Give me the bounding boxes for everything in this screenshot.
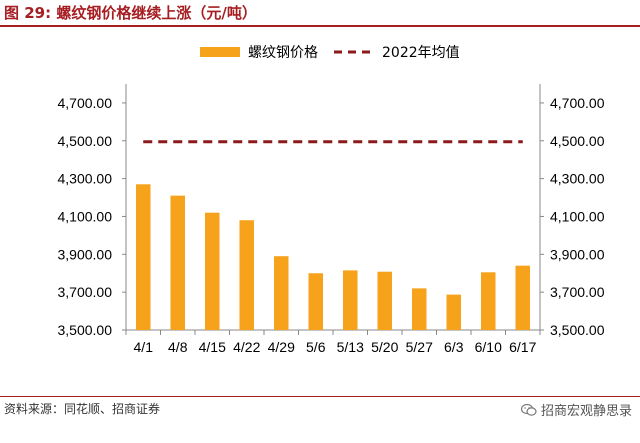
price-bar-5-27 [412, 288, 427, 330]
price-bar-6-17 [515, 265, 530, 330]
price-bar-5-13 [343, 270, 358, 330]
y-tick-label-right: 4,100.00 [550, 208, 605, 224]
title-divider [0, 25, 640, 27]
legend-label-bar: 螺纹钢价格 [248, 45, 318, 61]
x-tick-label: 5/13 [337, 339, 364, 355]
source-note: 资料来源：同花顺、招商证券 [4, 402, 161, 416]
x-tick-label: 4/15 [199, 339, 226, 355]
price-bar-6-3 [446, 294, 461, 330]
price-bar-4-8 [170, 195, 185, 330]
watermark-text: 招商宏观静思录 [540, 404, 632, 419]
y-tick-label-left: 3,700.00 [58, 284, 113, 300]
y-tick-label-left: 4,300.00 [58, 171, 113, 187]
x-tick-label: 6/3 [444, 339, 464, 355]
x-tick-label: 4/1 [134, 339, 154, 355]
y-tick-label-left: 4,100.00 [58, 208, 113, 224]
x-tick-label: 4/22 [233, 339, 260, 355]
figure-title-text: 螺纹钢价格继续上涨（元/吨） [56, 4, 257, 22]
price-bar-5-6 [308, 273, 323, 330]
legend-label-line: 2022年均值 [382, 45, 460, 61]
x-tick-label: 5/6 [306, 339, 326, 355]
x-tick-label: 6/10 [475, 339, 502, 355]
price-bar-4-29 [274, 256, 289, 330]
wechat-icon [520, 403, 537, 417]
y-tick-label-right: 3,500.00 [550, 322, 605, 338]
figure-title: 图 29: 螺纹钢价格继续上涨（元/吨） [4, 2, 257, 23]
x-tick-label: 4/8 [168, 339, 188, 355]
steel-price-chart: 3,500.00 3,500.00 3,700.00 3,700.00 3,900.00… [58, 45, 605, 355]
y-tick-label-right: 4,700.00 [550, 95, 605, 111]
y-tick-label-left: 3,500.00 [58, 322, 113, 338]
price-bar-4-1 [136, 184, 151, 330]
x-tick-label: 5/27 [406, 339, 433, 355]
figure-label: 图 29: [4, 4, 52, 22]
y-tick-label-right: 3,700.00 [550, 284, 605, 300]
price-bar-4-15 [205, 212, 220, 330]
x-tick-label: 5/20 [371, 339, 398, 355]
footer-divider [0, 396, 640, 397]
price-bar-4-22 [239, 220, 254, 330]
legend-swatch-bar [200, 47, 240, 57]
y-tick-label-left: 3,900.00 [58, 246, 113, 262]
y-tick-label-right: 4,300.00 [550, 171, 605, 187]
y-tick-label-right: 3,900.00 [550, 246, 605, 262]
x-tick-label: 6/17 [509, 339, 536, 355]
x-tick-label: 4/29 [268, 339, 295, 355]
y-tick-label-left: 4,500.00 [58, 133, 113, 149]
price-bar-5-20 [377, 271, 392, 330]
y-tick-label-right: 4,500.00 [550, 133, 605, 149]
watermark: 招商宏观静思录 [520, 400, 632, 419]
y-tick-label-left: 4,700.00 [58, 95, 113, 111]
price-bar-6-10 [481, 272, 496, 330]
